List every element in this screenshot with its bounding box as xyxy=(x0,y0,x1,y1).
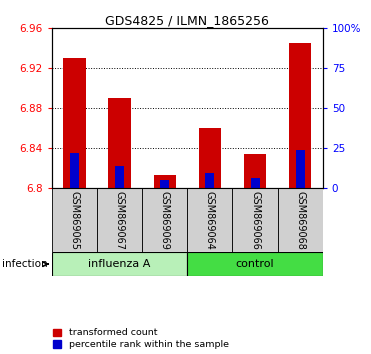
Bar xyxy=(289,43,312,188)
Bar xyxy=(187,188,233,252)
Bar xyxy=(70,153,79,188)
Text: GSM869068: GSM869068 xyxy=(295,192,305,250)
Bar xyxy=(278,188,323,252)
Bar xyxy=(233,188,278,252)
Text: control: control xyxy=(236,259,275,269)
Text: GSM869065: GSM869065 xyxy=(69,192,79,250)
Text: GSM869066: GSM869066 xyxy=(250,192,260,250)
Bar xyxy=(142,188,187,252)
Bar xyxy=(244,154,266,188)
Legend: transformed count, percentile rank within the sample: transformed count, percentile rank withi… xyxy=(53,329,229,349)
Title: GDS4825 / ILMN_1865256: GDS4825 / ILMN_1865256 xyxy=(105,14,269,27)
Text: GSM869069: GSM869069 xyxy=(160,192,170,250)
Text: influenza A: influenza A xyxy=(88,259,151,269)
Bar xyxy=(250,178,260,188)
Bar xyxy=(198,128,221,188)
Bar xyxy=(52,252,187,276)
Bar xyxy=(115,166,124,188)
Bar xyxy=(154,175,176,188)
Text: GSM869067: GSM869067 xyxy=(115,192,125,250)
Bar xyxy=(296,150,305,188)
Bar xyxy=(108,98,131,188)
Bar xyxy=(63,58,86,188)
Bar xyxy=(206,173,214,188)
Bar xyxy=(187,252,323,276)
Text: GSM869064: GSM869064 xyxy=(205,192,215,250)
Bar xyxy=(97,188,142,252)
Bar xyxy=(160,180,169,188)
Text: infection: infection xyxy=(2,259,47,269)
Bar xyxy=(52,188,97,252)
